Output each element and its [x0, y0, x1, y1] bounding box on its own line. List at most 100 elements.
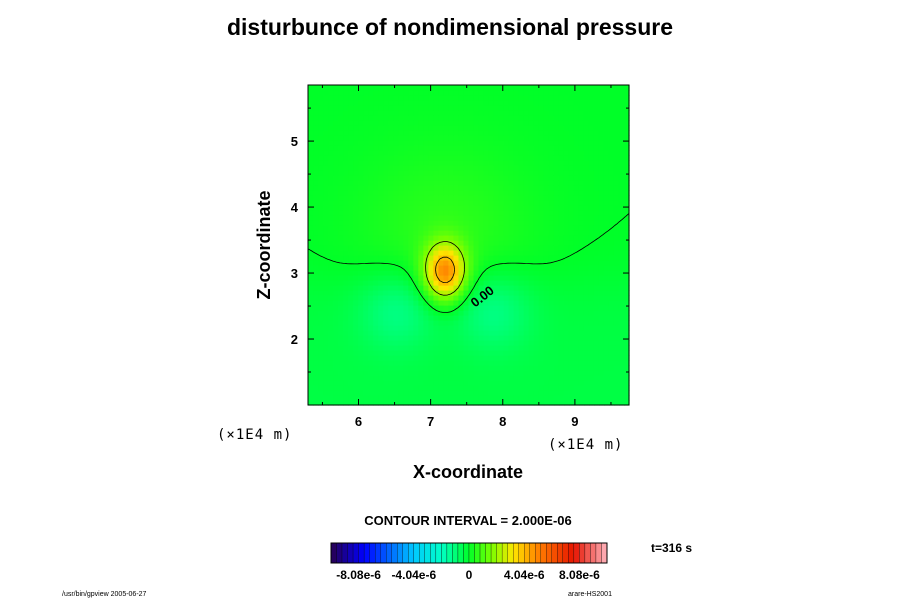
heatmap-cell	[383, 165, 389, 171]
heatmap-cell	[608, 160, 615, 166]
heatmap-cell	[503, 290, 510, 296]
heatmap-cell	[413, 360, 419, 366]
heatmap-cell	[503, 150, 510, 156]
heatmap-cell	[463, 355, 470, 361]
heatmap-cell	[363, 225, 369, 231]
heatmap-cell	[473, 375, 480, 381]
heatmap-cell	[323, 345, 329, 351]
heatmap-cell	[413, 300, 419, 306]
heatmap-cell	[318, 390, 324, 396]
heatmap-cell	[328, 265, 334, 271]
heatmap-cell	[618, 160, 625, 166]
heatmap-cell	[368, 320, 374, 326]
heatmap-cell	[553, 230, 560, 236]
heatmap-cell	[318, 380, 324, 386]
heatmap-cell	[493, 170, 500, 176]
heatmap-cell	[413, 260, 419, 266]
heatmap-cell	[483, 85, 490, 91]
heatmap-cell	[393, 210, 399, 216]
heatmap-cell	[528, 240, 535, 246]
heatmap-cell	[403, 225, 409, 231]
heatmap-cell	[438, 310, 445, 316]
heatmap-cell	[353, 135, 359, 141]
heatmap-cell	[383, 120, 389, 126]
heatmap-cell	[433, 95, 440, 101]
heatmap-cell	[368, 235, 374, 241]
heatmap-cell	[508, 180, 515, 186]
heatmap-cell	[488, 370, 495, 376]
heatmap-cell	[453, 110, 460, 116]
heatmap-cell	[488, 190, 495, 196]
heatmap-cell	[453, 105, 460, 111]
heatmap-cell	[598, 185, 605, 191]
heatmap-cell	[538, 340, 545, 346]
heatmap-cell	[593, 175, 600, 181]
heatmap-cell	[588, 320, 595, 326]
heatmap-cell	[408, 210, 414, 216]
heatmap-cell	[488, 90, 495, 96]
heatmap-cell	[523, 195, 530, 201]
heatmap-cell	[343, 400, 349, 406]
heatmap-cell	[358, 395, 364, 401]
heatmap-cell	[538, 125, 545, 131]
heatmap-cell	[368, 270, 374, 276]
heatmap-cell	[478, 140, 485, 146]
heatmap-cell	[318, 365, 324, 371]
heatmap-cell	[448, 210, 455, 216]
heatmap-cell	[573, 255, 580, 261]
heatmap-cell	[403, 200, 409, 206]
heatmap-cell	[488, 325, 495, 331]
heatmap-cell	[373, 345, 379, 351]
heatmap-cell	[343, 100, 349, 106]
heatmap-cell	[513, 270, 520, 276]
colorbar-cell	[595, 542, 602, 564]
heatmap-cell	[333, 195, 339, 201]
heatmap-cell	[323, 165, 329, 171]
heatmap-cell	[523, 340, 530, 346]
heatmap-cell	[508, 380, 515, 386]
heatmap-cell	[563, 195, 570, 201]
heatmap-cell	[313, 360, 319, 366]
heatmap-cell	[618, 110, 625, 116]
heatmap-cell	[553, 355, 560, 361]
heatmap-cell	[538, 275, 545, 281]
heatmap-cell	[398, 175, 404, 181]
heatmap-cell	[428, 305, 434, 311]
heatmap-cell	[583, 235, 590, 241]
heatmap-cell	[333, 245, 339, 251]
heatmap-cell	[513, 165, 520, 171]
heatmap-cell	[558, 180, 565, 186]
heatmap-cell	[613, 280, 620, 286]
heatmap-cell	[598, 350, 605, 356]
heatmap-cell	[553, 125, 560, 131]
heatmap-cell	[513, 375, 520, 381]
heatmap-cell	[313, 345, 319, 351]
colorbar-cell	[452, 542, 459, 564]
heatmap-cell	[403, 250, 409, 256]
heatmap-cell	[333, 170, 339, 176]
heatmap-cell	[518, 395, 525, 401]
heatmap-cell	[503, 215, 510, 221]
heatmap-cell	[528, 115, 535, 121]
heatmap-cell	[623, 135, 630, 141]
heatmap-cell	[518, 245, 525, 251]
heatmap-cell	[538, 150, 545, 156]
heatmap-cell	[338, 160, 344, 166]
heatmap-cell	[383, 225, 389, 231]
heatmap-cell	[438, 150, 445, 156]
heatmap-cell	[543, 275, 550, 281]
heatmap-cell	[423, 265, 429, 271]
heatmap-cell	[483, 190, 490, 196]
heatmap-cell	[533, 165, 540, 171]
heatmap-cell	[473, 360, 480, 366]
heatmap-cell	[528, 320, 535, 326]
heatmap-cell	[403, 280, 409, 286]
heatmap-cell	[603, 210, 610, 216]
heatmap-cell	[548, 310, 555, 316]
heatmap-cell	[383, 370, 389, 376]
heatmap-cell	[583, 280, 590, 286]
heatmap-cell	[388, 150, 394, 156]
heatmap-cell	[313, 330, 319, 336]
heatmap-cell	[498, 335, 505, 341]
heatmap-cell	[433, 165, 440, 171]
